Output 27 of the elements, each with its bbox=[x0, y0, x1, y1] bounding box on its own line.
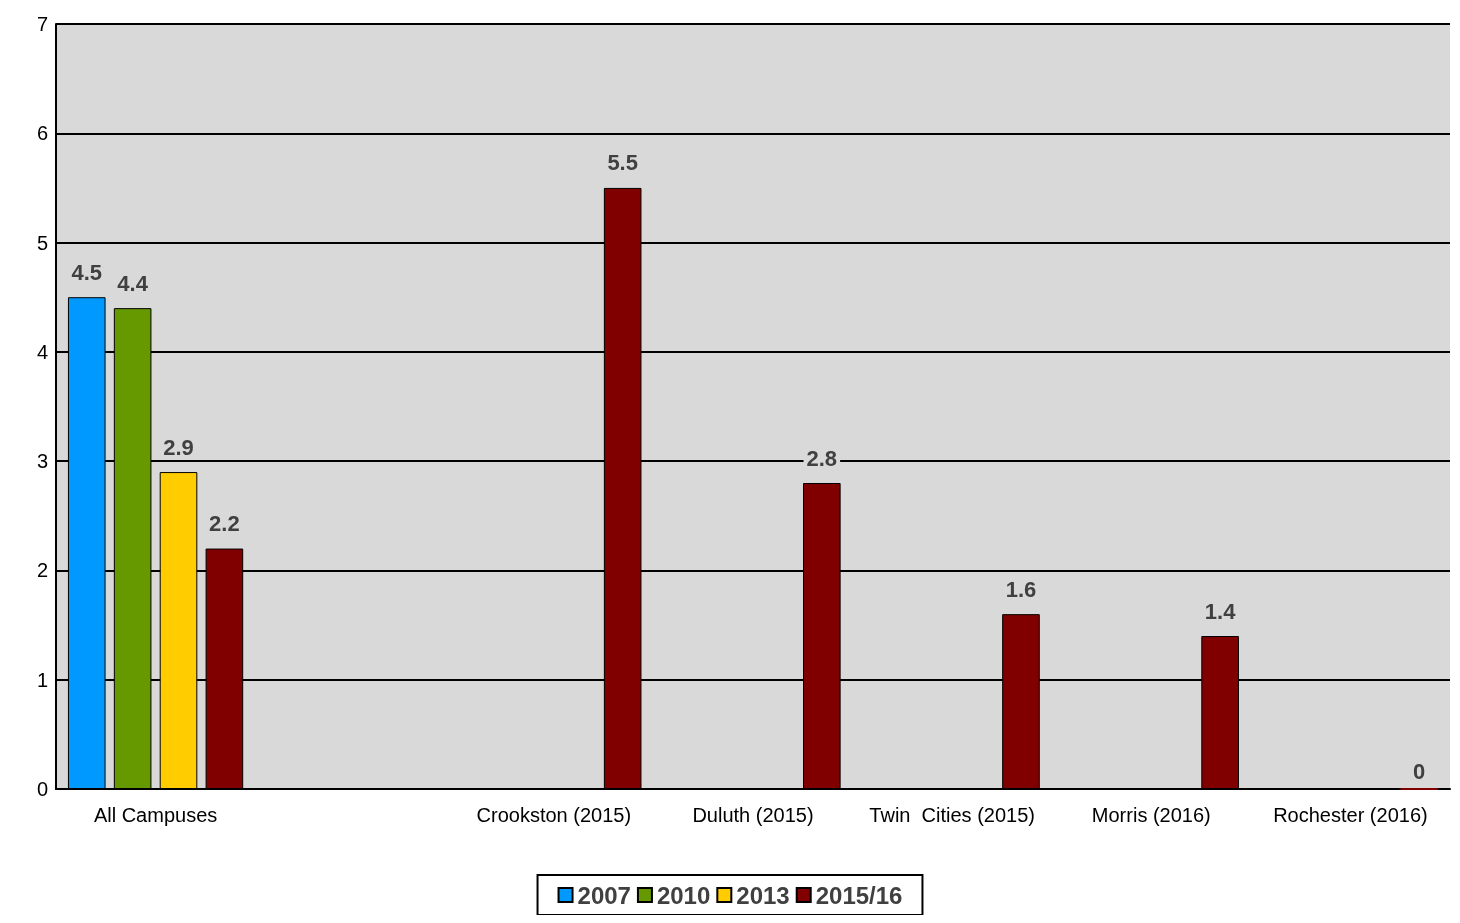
data-label: 4.5 bbox=[71, 259, 103, 285]
data-label: 2.2 bbox=[209, 511, 240, 537]
data-label: 1.4 bbox=[1204, 598, 1237, 624]
x-tick-label: Twin Cities (2015) bbox=[869, 804, 1035, 826]
legend-label: 2010 bbox=[656, 881, 711, 909]
legend-label: 2015/16 bbox=[815, 881, 903, 909]
y-tick-label: 4 bbox=[36, 340, 48, 363]
data-label: 2.9 bbox=[163, 434, 194, 460]
x-tick-label: Duluth (2015) bbox=[692, 804, 814, 826]
x-tick-label: Crookston (2015) bbox=[476, 804, 632, 826]
data-label: 1.6 bbox=[1005, 576, 1037, 602]
x-tick-label: Morris (2016) bbox=[1091, 804, 1211, 826]
data-label: 2.8 bbox=[806, 445, 838, 471]
y-tick-label: 2 bbox=[36, 559, 48, 582]
y-tick-label: 7 bbox=[36, 13, 48, 35]
legend-label: 2013 bbox=[736, 881, 790, 909]
y-tick-label: 1 bbox=[36, 668, 48, 691]
y-tick-label: 5 bbox=[36, 231, 48, 254]
data-label: 5.5 bbox=[607, 150, 638, 176]
x-tick-label: All Campuses bbox=[93, 804, 218, 826]
data-label: 4.4 bbox=[117, 270, 149, 296]
y-tick-label: 3 bbox=[36, 450, 48, 473]
x-tick-label: Rochester (2016) bbox=[1273, 804, 1428, 826]
legend-label: 2007 bbox=[577, 881, 631, 909]
y-tick-label: 0 bbox=[36, 778, 48, 800]
y-tick-label: 6 bbox=[36, 122, 48, 145]
data-label: 0 bbox=[1413, 758, 1426, 784]
